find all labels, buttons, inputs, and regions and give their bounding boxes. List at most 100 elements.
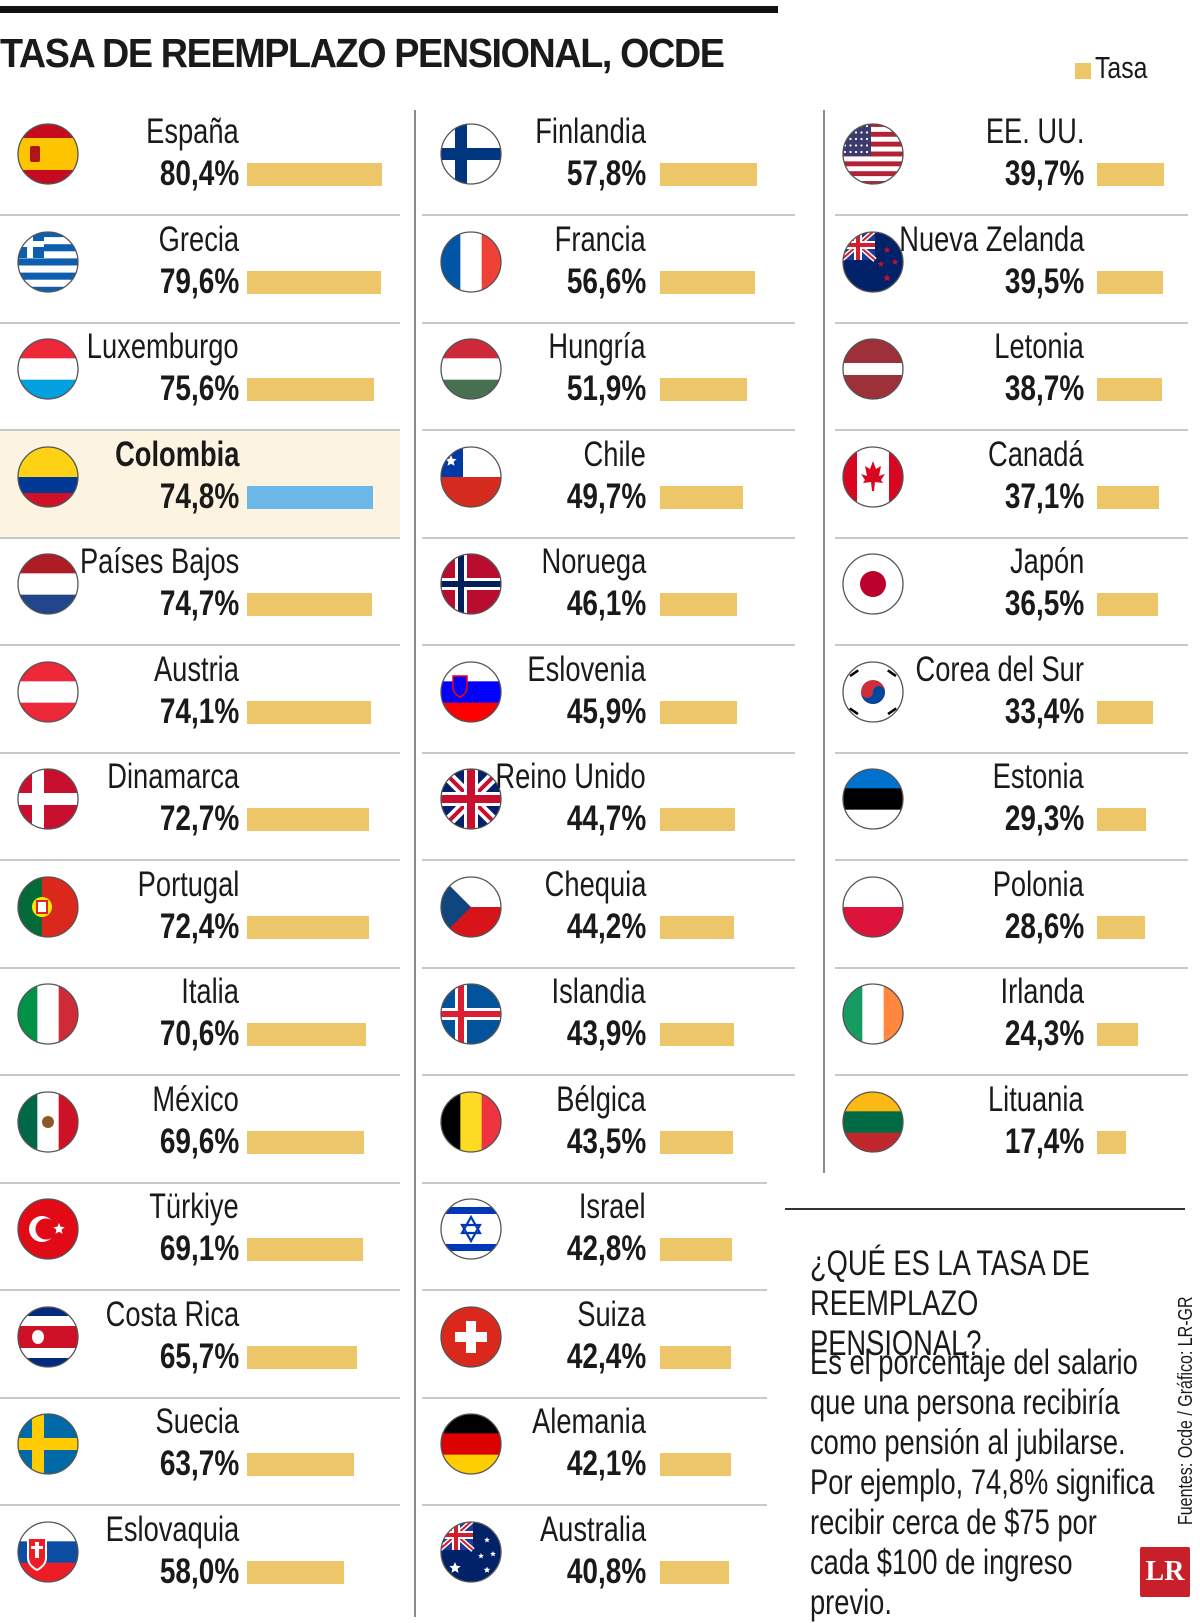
ireland-flag-icon (842, 983, 904, 1045)
row-divider (422, 214, 795, 216)
netherlands-flag-icon (17, 553, 79, 615)
country-name: Israel (579, 1187, 646, 1226)
rate-bar (660, 700, 738, 724)
country-name: Reino Unido (495, 757, 646, 796)
value-label: 51,9% (566, 369, 646, 408)
country-row: México 69,6% (0, 1076, 400, 1184)
rate-bar (660, 915, 735, 939)
rate-bar (1097, 808, 1147, 831)
country-row: Japón 36,5% (835, 538, 1188, 646)
country-name: España (146, 112, 239, 151)
country-row: Países Bajos 74,7% (0, 538, 400, 646)
turkiye-flag-icon (17, 1198, 79, 1260)
value-label: 49,7% (566, 476, 646, 516)
country-row: Austria 74,1% (0, 646, 400, 754)
info-box-question: ¿QUÉ ES LA TASA DE REEMPLAZO PENSIONAL? (810, 1244, 1090, 1363)
country-name: Italia (181, 972, 239, 1011)
value-label: 46,1% (566, 584, 646, 623)
country-row: Hungría 51,9% (422, 323, 795, 431)
rate-bar (660, 1560, 729, 1584)
country-row: Alemania 42,1% (422, 1398, 795, 1506)
lithuania-flag-icon (842, 1090, 904, 1153)
rate-bar (247, 808, 370, 831)
country-row: Nueva Zelanda 39,5% (835, 216, 1188, 324)
estonia-flag-icon (842, 768, 904, 830)
row-divider (835, 751, 1188, 754)
switzerland-flag-icon (440, 1305, 502, 1368)
south-korea-flag-icon (842, 660, 904, 723)
value-label: 80,4% (159, 154, 239, 193)
country-name: Portugal (137, 864, 239, 904)
row-divider (835, 966, 1188, 969)
country-row: Eslovaquia 58,0% (0, 1506, 400, 1614)
row-divider (835, 214, 1188, 216)
value-label: 45,9% (566, 691, 646, 731)
rate-bar (247, 1238, 364, 1261)
country-row: Türkiye 69,1% (0, 1183, 400, 1291)
value-label: 43,5% (566, 1121, 646, 1161)
australia-flag-icon (440, 1520, 502, 1583)
row-divider (422, 1289, 767, 1291)
country-name: Chequia (544, 864, 646, 904)
value-label: 29,3% (1004, 799, 1084, 838)
country-row: Italia 70,6% (0, 968, 400, 1076)
country-row: Luxemburgo 75,6% (0, 323, 400, 431)
value-label: 74,1% (159, 691, 239, 731)
rate-bar (1097, 163, 1164, 186)
country-row: Colombia 74,8% (0, 430, 400, 539)
country-row: Grecia 79,6% (0, 216, 400, 324)
rate-bar (247, 1023, 366, 1046)
rate-bar (1097, 915, 1146, 939)
rate-bar (660, 1453, 731, 1476)
rate-bar (1097, 1023, 1138, 1046)
row-divider (422, 429, 795, 431)
rate-bar (660, 1238, 732, 1261)
source-credit: Fuentes: Ocde / Gráfico: LR-GR (1175, 1296, 1197, 1525)
country-name: Japón (1009, 542, 1084, 581)
country-name: Canadá (988, 434, 1084, 474)
france-flag-icon (440, 230, 502, 293)
rate-bar (660, 1130, 734, 1154)
country-name: Polonia (992, 864, 1084, 904)
rate-bar (247, 1453, 355, 1476)
legend-swatch (1075, 63, 1091, 79)
country-row: España 80,4% (0, 108, 400, 216)
value-label: 17,4% (1004, 1121, 1084, 1161)
country-name: Francia (554, 219, 646, 259)
row-divider (0, 214, 400, 216)
row-divider (0, 966, 400, 969)
rate-bar (247, 163, 383, 186)
country-name: México (152, 1079, 239, 1119)
row-divider (422, 536, 795, 539)
slovenia-flag-icon (440, 660, 502, 723)
value-label: 38,7% (1004, 369, 1084, 408)
value-label: 74,8% (159, 476, 239, 516)
country-name: Eslovenia (527, 649, 646, 689)
rate-bar (660, 485, 744, 509)
row-divider (422, 1504, 767, 1506)
country-name: Letonia (994, 327, 1084, 366)
country-name: EE. UU. (985, 112, 1084, 151)
value-label: 28,6% (1004, 906, 1084, 946)
row-divider (0, 1396, 400, 1399)
row-divider (835, 1074, 1188, 1076)
poland-flag-icon (842, 875, 904, 938)
country-row: Finlandia 57,8% (422, 108, 795, 216)
country-name: Chile (583, 434, 646, 474)
chart-title: TASA DE REEMPLAZO PENSIONAL, OCDE (0, 30, 725, 76)
value-label: 33,4% (1004, 691, 1084, 731)
row-divider (835, 859, 1188, 861)
costa-rica-flag-icon (17, 1305, 79, 1368)
rate-bar (247, 1560, 345, 1584)
value-label: 42,1% (566, 1444, 646, 1483)
value-label: 69,1% (159, 1229, 239, 1268)
row-divider (0, 321, 400, 324)
country-row: Suiza 42,4% (422, 1291, 795, 1399)
country-name: Lituania (988, 1079, 1084, 1119)
country-name: Irlanda (1000, 972, 1084, 1011)
sweden-flag-icon (17, 1413, 79, 1475)
country-name: Costa Rica (105, 1294, 239, 1334)
new-zealand-flag-icon (842, 230, 904, 293)
rate-bar (660, 163, 758, 186)
country-name: Austria (154, 649, 239, 689)
